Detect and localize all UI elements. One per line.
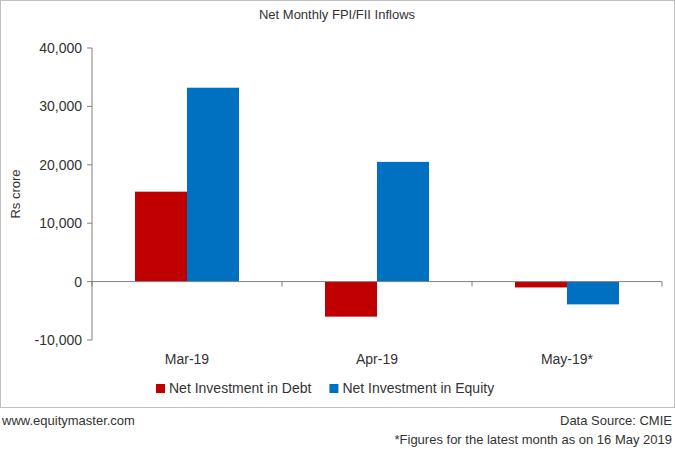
legend-swatch xyxy=(156,384,165,393)
y-tick-label: -10,000 xyxy=(35,332,83,348)
bar xyxy=(515,282,567,288)
x-tick-label: Mar-19 xyxy=(165,351,210,367)
legend-label: Net Investment in Equity xyxy=(342,380,494,396)
x-axis xyxy=(92,281,662,282)
x-tick xyxy=(282,282,283,287)
y-tick-label: 20,000 xyxy=(39,157,82,173)
x-tick-label: May-19* xyxy=(541,351,594,367)
note: *Figures for the latest month as on 16 M… xyxy=(395,432,673,447)
y-tick xyxy=(87,48,92,49)
x-tick xyxy=(662,282,663,287)
x-tick xyxy=(92,282,93,287)
y-axis xyxy=(92,48,93,340)
y-tick xyxy=(87,164,92,165)
bar xyxy=(377,162,429,282)
frame xyxy=(1,1,675,408)
x-tick xyxy=(472,282,473,287)
y-tick xyxy=(87,340,92,341)
bar xyxy=(567,282,619,305)
source: Data Source: CMIE xyxy=(560,413,672,428)
title: Net Monthly FPI/FII Inflows xyxy=(259,7,416,22)
bar xyxy=(187,88,239,282)
bar xyxy=(135,192,187,282)
y-axis-label: Rs crore xyxy=(8,169,23,218)
y-tick xyxy=(87,281,92,282)
x-tick-label: Apr-19 xyxy=(356,351,398,367)
y-tick-label: 40,000 xyxy=(39,40,82,56)
bar xyxy=(325,282,377,317)
legend-label: Net Investment in Debt xyxy=(169,380,312,396)
legend-swatch xyxy=(329,384,338,393)
website: www.equitymaster.com xyxy=(1,413,135,428)
y-tick-label: 0 xyxy=(74,274,82,290)
y-tick xyxy=(87,223,92,224)
y-tick xyxy=(87,106,92,107)
y-tick-label: 30,000 xyxy=(39,98,82,114)
y-tick-label: 10,000 xyxy=(39,215,82,231)
bars xyxy=(135,88,619,317)
